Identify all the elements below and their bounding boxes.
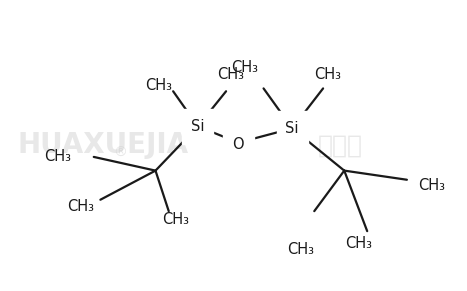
Text: CH₃: CH₃: [146, 78, 172, 93]
Text: CH₃: CH₃: [232, 60, 259, 75]
Text: CH₃: CH₃: [217, 67, 244, 82]
Text: Si: Si: [285, 121, 299, 136]
Text: CH₃: CH₃: [287, 242, 314, 257]
Text: CH₃: CH₃: [67, 198, 94, 214]
Bar: [277, 111, 308, 146]
Text: 化学加: 化学加: [318, 134, 363, 157]
Text: O: O: [233, 136, 244, 152]
Text: ®: ®: [113, 146, 127, 159]
Text: Si: Si: [191, 119, 205, 134]
Text: CH₃: CH₃: [314, 67, 341, 82]
Text: CH₃: CH₃: [44, 149, 71, 164]
Text: CH₃: CH₃: [418, 178, 445, 193]
Bar: [223, 127, 254, 161]
Bar: [183, 109, 213, 143]
Text: CH₃: CH₃: [162, 212, 189, 227]
Text: CH₃: CH₃: [345, 237, 372, 251]
Text: HUAXUEJIA: HUAXUEJIA: [17, 132, 188, 159]
